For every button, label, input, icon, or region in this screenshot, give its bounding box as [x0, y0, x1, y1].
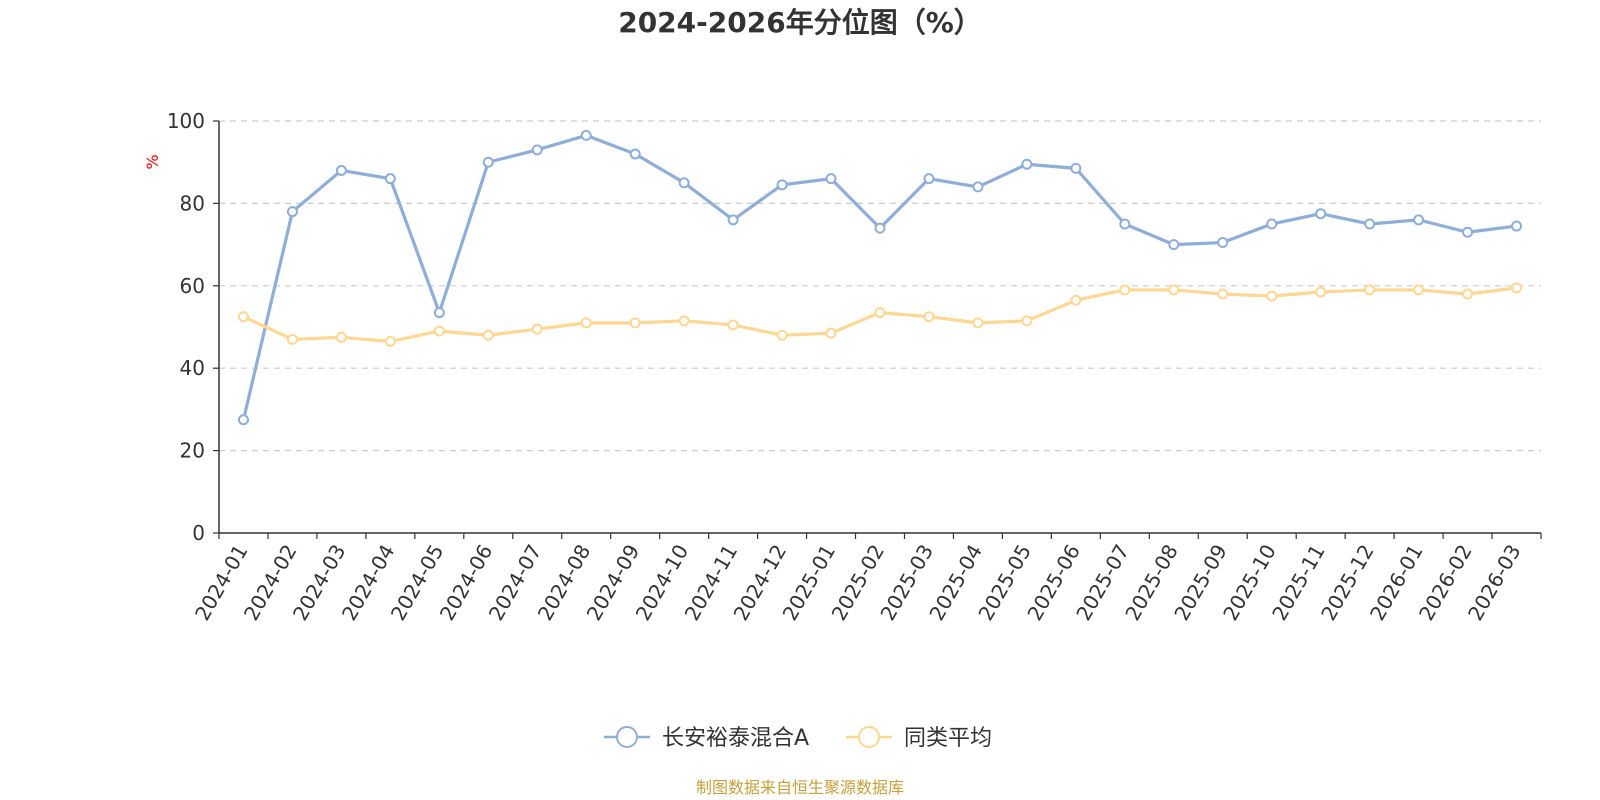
y-tick-label: 0 [192, 521, 205, 545]
data-point[interactable] [874, 222, 886, 234]
data-point[interactable] [825, 327, 837, 339]
data-point[interactable] [972, 181, 984, 193]
data-point[interactable] [923, 311, 935, 323]
data-point[interactable] [1217, 237, 1229, 249]
y-ticks: 0 20 40 60 80 100 [167, 109, 219, 545]
data-point[interactable] [384, 335, 396, 347]
legend-item-series-1[interactable]: 长安裕泰混合A [604, 726, 809, 751]
data-point[interactable] [972, 317, 984, 329]
series-2 [237, 282, 1523, 347]
data-point[interactable] [1217, 288, 1229, 300]
data-point[interactable] [1364, 284, 1376, 296]
data-point[interactable] [237, 311, 249, 323]
data-point[interactable] [1462, 288, 1474, 300]
data-point[interactable] [776, 179, 788, 191]
data-point[interactable] [1070, 294, 1082, 306]
data-point[interactable] [1119, 284, 1131, 296]
y-unit-label: % [143, 154, 162, 169]
data-point[interactable] [923, 173, 935, 185]
data-point[interactable] [384, 173, 396, 185]
data-point[interactable] [1511, 282, 1523, 294]
data-point[interactable] [1070, 162, 1082, 174]
data-point[interactable] [727, 214, 739, 226]
y-tick-label: 40 [180, 356, 205, 380]
data-point[interactable] [531, 323, 543, 335]
data-point[interactable] [678, 315, 690, 327]
data-point[interactable] [1119, 218, 1131, 230]
data-point[interactable] [874, 307, 886, 319]
legend-marker-series-1 [616, 726, 638, 748]
legend-label-series-2: 同类平均 [904, 726, 992, 751]
data-point[interactable] [1315, 208, 1327, 220]
legend-marker-series-2 [858, 726, 880, 748]
data-point[interactable] [433, 307, 445, 319]
series-line-1 [241, 133, 1519, 422]
data-point[interactable] [531, 144, 543, 156]
series-1 [237, 129, 1523, 426]
legend: 长安裕泰混合A 同类平均 [604, 726, 992, 751]
series-lines [237, 129, 1523, 426]
data-point[interactable] [482, 329, 494, 341]
data-point[interactable] [1021, 315, 1033, 327]
axes [218, 121, 1541, 534]
data-point[interactable] [678, 177, 690, 189]
data-point[interactable] [629, 317, 641, 329]
data-point[interactable] [482, 156, 494, 168]
grid-lines [219, 120, 1541, 452]
data-point[interactable] [1266, 218, 1278, 230]
data-point[interactable] [1364, 218, 1376, 230]
data-point[interactable] [286, 206, 298, 218]
legend-item-series-2[interactable]: 同类平均 [846, 726, 992, 751]
data-point[interactable] [1168, 284, 1180, 296]
data-point[interactable] [335, 331, 347, 343]
data-point[interactable] [1021, 158, 1033, 170]
chart-title: 2024-2026年分位图（%） [618, 6, 982, 39]
data-point[interactable] [1413, 284, 1425, 296]
data-point[interactable] [335, 164, 347, 176]
data-source-note: 制图数据来自恒生聚源数据库 [696, 778, 904, 797]
data-point[interactable] [1511, 220, 1523, 232]
y-tick-label: 100 [167, 109, 205, 133]
x-ticks: 2024-012024-022024-032024-042024-052024-… [190, 533, 1542, 625]
data-point[interactable] [727, 319, 739, 331]
data-point[interactable] [776, 329, 788, 341]
data-point[interactable] [1168, 239, 1180, 251]
y-tick-label: 80 [180, 191, 205, 215]
data-point[interactable] [433, 325, 445, 337]
data-point[interactable] [580, 129, 592, 141]
y-tick-label: 60 [180, 274, 205, 298]
data-point[interactable] [580, 317, 592, 329]
y-tick-label: 20 [180, 439, 205, 463]
data-point[interactable] [237, 414, 249, 426]
data-point[interactable] [825, 173, 837, 185]
data-point[interactable] [1315, 286, 1327, 298]
data-point[interactable] [1462, 226, 1474, 238]
data-point[interactable] [286, 333, 298, 345]
legend-label-series-1: 长安裕泰混合A [662, 726, 809, 751]
data-point[interactable] [1266, 290, 1278, 302]
data-point[interactable] [629, 148, 641, 160]
data-point[interactable] [1413, 214, 1425, 226]
